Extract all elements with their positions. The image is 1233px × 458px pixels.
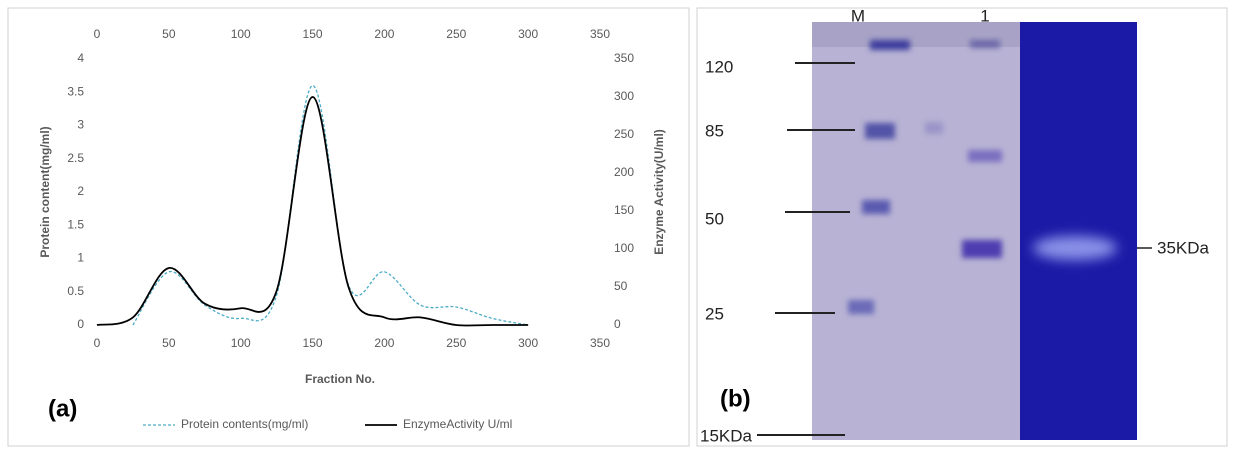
x2-tick-label: 50 (162, 27, 176, 41)
y2-axis-title: Enzyme Activity(U/ml) (652, 129, 666, 255)
x2-tick-label: 250 (446, 27, 466, 41)
y2-tick-label: 200 (614, 165, 634, 179)
marker-label: 120 (705, 57, 733, 76)
figure: (a) Fraction No. Protein content(mg/ml) … (0, 0, 1233, 453)
y-tick-label: 0.5 (67, 284, 84, 298)
x-tick-label: 300 (518, 336, 538, 350)
band (862, 200, 890, 214)
band-label: 35KDa (1157, 238, 1210, 257)
legend-label: EnzymeActivity U/ml (403, 417, 512, 431)
gel-body (812, 22, 1020, 440)
band (962, 240, 1002, 258)
marker-label: 85 (705, 121, 724, 140)
y-tick-label: 4 (77, 51, 84, 65)
marker-label: 25 (705, 304, 724, 323)
y-tick-label: 3 (77, 118, 84, 132)
x-tick-label: 0 (94, 336, 101, 350)
x2-tick-label: 350 (590, 27, 610, 41)
legend-label: Protein contents(mg/ml) (181, 417, 308, 431)
band (865, 123, 895, 139)
band (1033, 236, 1117, 260)
y-axis-title: Protein content(mg/ml) (38, 126, 52, 257)
marker-label: 15KDa (700, 426, 753, 445)
y2-tick-label: 150 (614, 203, 634, 217)
band (970, 40, 1000, 48)
y2-tick-label: 300 (614, 89, 634, 103)
panel-label: (a) (48, 395, 77, 422)
y2-tick-label: 350 (614, 51, 634, 65)
x-tick-label: 250 (446, 336, 466, 350)
y-tick-label: 3.5 (67, 84, 84, 98)
x-tick-label: 150 (303, 336, 323, 350)
x2-tick-label: 300 (518, 27, 538, 41)
x-tick-label: 350 (590, 336, 610, 350)
gel-stained (1020, 22, 1137, 440)
x2-tick-label: 100 (231, 27, 251, 41)
x-tick-label: 50 (162, 336, 176, 350)
lane-label: 1 (980, 6, 989, 25)
y-tick-label: 1 (77, 251, 84, 265)
y2-tick-label: 0 (614, 317, 621, 331)
y2-tick-label: 50 (614, 279, 628, 293)
band (870, 40, 910, 50)
page: (a) Fraction No. Protein content(mg/ml) … (0, 0, 1233, 458)
x2-tick-label: 150 (303, 27, 323, 41)
band (968, 150, 1002, 162)
marker-label: 50 (705, 209, 724, 228)
y-tick-label: 0 (77, 317, 84, 331)
band (848, 300, 874, 314)
y2-tick-label: 250 (614, 127, 634, 141)
x2-tick-label: 200 (374, 27, 394, 41)
x-tick-label: 100 (231, 336, 251, 350)
y2-tick-label: 100 (614, 241, 634, 255)
y-tick-label: 1.5 (67, 217, 84, 231)
panel-label: (b) (720, 385, 751, 412)
y-tick-label: 2.5 (67, 151, 84, 165)
x-axis-title: Fraction No. (305, 372, 375, 386)
x2-tick-label: 0 (94, 27, 101, 41)
band (925, 122, 943, 134)
x-tick-label: 200 (374, 336, 394, 350)
lane-label: M (851, 6, 865, 25)
y-tick-label: 2 (77, 184, 84, 198)
